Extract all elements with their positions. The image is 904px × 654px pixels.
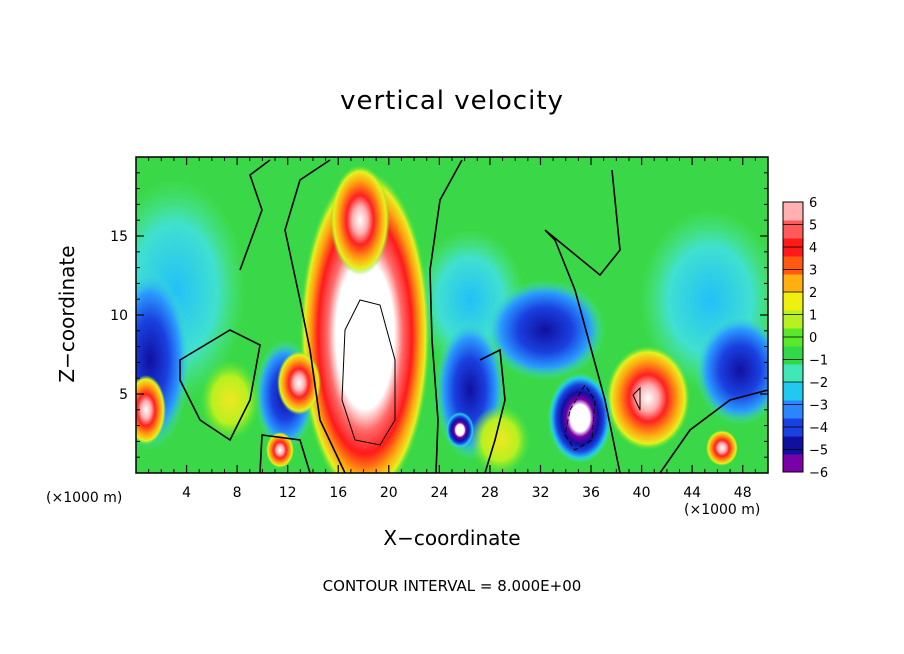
colorbar-tick-label: −3	[809, 399, 828, 414]
colorbar-swatch	[783, 364, 803, 383]
colorbar-tick-label: −6	[809, 466, 828, 481]
y-tick-label: 5	[119, 387, 128, 403]
colorbar-tick-label: 6	[809, 196, 817, 211]
x-tick-label: 12	[279, 485, 297, 501]
colorbar-swatch	[783, 220, 803, 239]
colorbar-tick-label: 0	[809, 331, 817, 346]
x-tick-label: 20	[380, 485, 398, 501]
zero-contours	[179, 159, 768, 473]
updraft-x1	[136, 375, 166, 445]
updraft-main	[300, 170, 430, 473]
colorbar-tick-label: −2	[809, 376, 828, 391]
x-tick-label: 8	[233, 485, 242, 501]
y-tick-label: 10	[110, 308, 128, 324]
downdraft-right	[695, 315, 768, 425]
x-tick-label: 32	[532, 485, 550, 501]
x-tick-label: 40	[633, 485, 651, 501]
colorbar-swatch	[783, 256, 803, 275]
colorbar-swatch	[783, 202, 803, 221]
colorbar-tick-label: −4	[809, 421, 828, 436]
y-tick-label: 15	[110, 229, 128, 245]
colorbar-tick-label: 5	[809, 219, 817, 234]
x-tick-label: 16	[329, 485, 347, 501]
colorbar-tick-label: 2	[809, 286, 817, 301]
colorbar-tick-label: −5	[809, 444, 828, 459]
colorbar-swatch	[783, 436, 803, 455]
colorbar-tick-label: 4	[809, 241, 817, 256]
updraft-top	[330, 165, 390, 275]
colorbar: 6 5 4 3 2 1 0 −1 −2 −3 −4 −5 −6	[782, 196, 828, 481]
colorbar-tick-label: 1	[809, 309, 817, 324]
updraft-x11	[266, 432, 294, 468]
updraft-x46	[706, 430, 738, 466]
downdraft-core-x35	[548, 373, 612, 463]
colorbar-swatch	[783, 454, 803, 473]
colorbar-tick-label: 3	[809, 264, 817, 279]
downdraft-mid2	[485, 280, 605, 380]
x-unit-left: (×1000 m)	[46, 490, 123, 506]
colorbar-swatch	[783, 310, 803, 329]
x-axis: 4 8 12 16 20 24 28 32 36 40 44 48	[148, 157, 756, 501]
colorbar-swatch	[783, 292, 803, 311]
contour-interval-note: CONTOUR INTERVAL = 8.000E+00	[322, 577, 582, 595]
y-axis-label: Z−coordinate	[55, 245, 79, 383]
downdraft-core-x26	[446, 412, 474, 448]
x-tick-label: 36	[582, 485, 600, 501]
chart-title: vertical velocity	[340, 86, 564, 116]
yellow-patch	[200, 360, 260, 440]
field-layer	[136, 157, 768, 473]
colorbar-swatch	[783, 274, 803, 293]
updraft-x12	[277, 351, 321, 415]
x-axis-label: X−coordinate	[383, 526, 521, 550]
inner-contours	[341, 299, 641, 451]
x-tick-label: 48	[734, 485, 752, 501]
y-axis: 5 10 15	[110, 172, 768, 458]
x-tick-label: 24	[430, 485, 448, 501]
x-tick-label: 28	[481, 485, 499, 501]
colorbar-swatch	[783, 400, 803, 419]
x-tick-label: 44	[683, 485, 701, 501]
x-tick-label: 4	[182, 485, 191, 501]
colorbar-swatch	[783, 346, 803, 365]
colorbar-tick-label: −1	[809, 354, 828, 369]
yellow-patch-2	[470, 405, 530, 473]
x-unit-right: (×1000 m)	[684, 502, 761, 518]
updraft-x40	[606, 346, 690, 450]
colorbar-swatch	[783, 382, 803, 401]
